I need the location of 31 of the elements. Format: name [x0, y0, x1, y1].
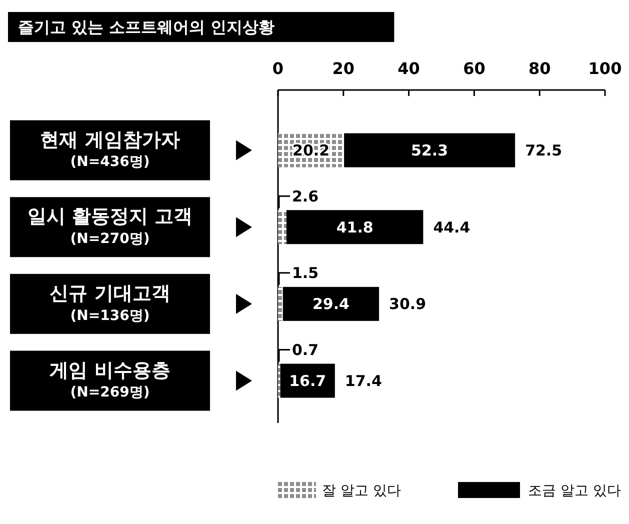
total-label: 17.4	[344, 372, 382, 390]
data-label: 52.3	[411, 142, 448, 160]
total-label: 72.5	[525, 142, 562, 160]
x-tick-label: 60	[463, 59, 486, 78]
x-tick-label: 40	[398, 59, 420, 78]
data-label: 16.7	[289, 372, 326, 390]
x-tick-label: 100	[588, 59, 622, 78]
total-label: 44.4	[433, 218, 470, 236]
y-tick-label: 신규 기대고객 (N=136명)	[50, 282, 170, 324]
bar	[278, 210, 286, 244]
data-label: 20.2	[292, 142, 330, 160]
legend-label: 잘 알고 있다	[322, 482, 401, 499]
data-label: 0.7	[292, 340, 319, 359]
legend-label: 조금 알고 있다	[528, 482, 621, 499]
data-label: 41.8	[336, 218, 374, 236]
data-label: 2.6	[292, 187, 319, 206]
bar	[344, 133, 516, 168]
x-tick-label: 80	[528, 59, 551, 78]
bar	[282, 286, 380, 321]
data-label: 29.4	[312, 295, 350, 314]
x-tick-label: 0	[272, 59, 284, 78]
text: 즐기고 있는 소프트웨어의 인지상황	[18, 18, 275, 37]
data-label: 1.5	[292, 264, 319, 282]
total-label: 30.9	[389, 295, 426, 314]
y-tick-label: 현재 게임참가자 (N=436명)	[40, 128, 180, 170]
y-tick-label: 게임 비수용층 (N=269명)	[50, 359, 170, 401]
bar	[278, 286, 283, 321]
y-tick-label: 일시 활동정지 고객 (N=270명)	[27, 206, 193, 247]
x-tick-label: 20	[332, 59, 355, 78]
bar	[280, 364, 335, 398]
bar	[286, 210, 424, 244]
